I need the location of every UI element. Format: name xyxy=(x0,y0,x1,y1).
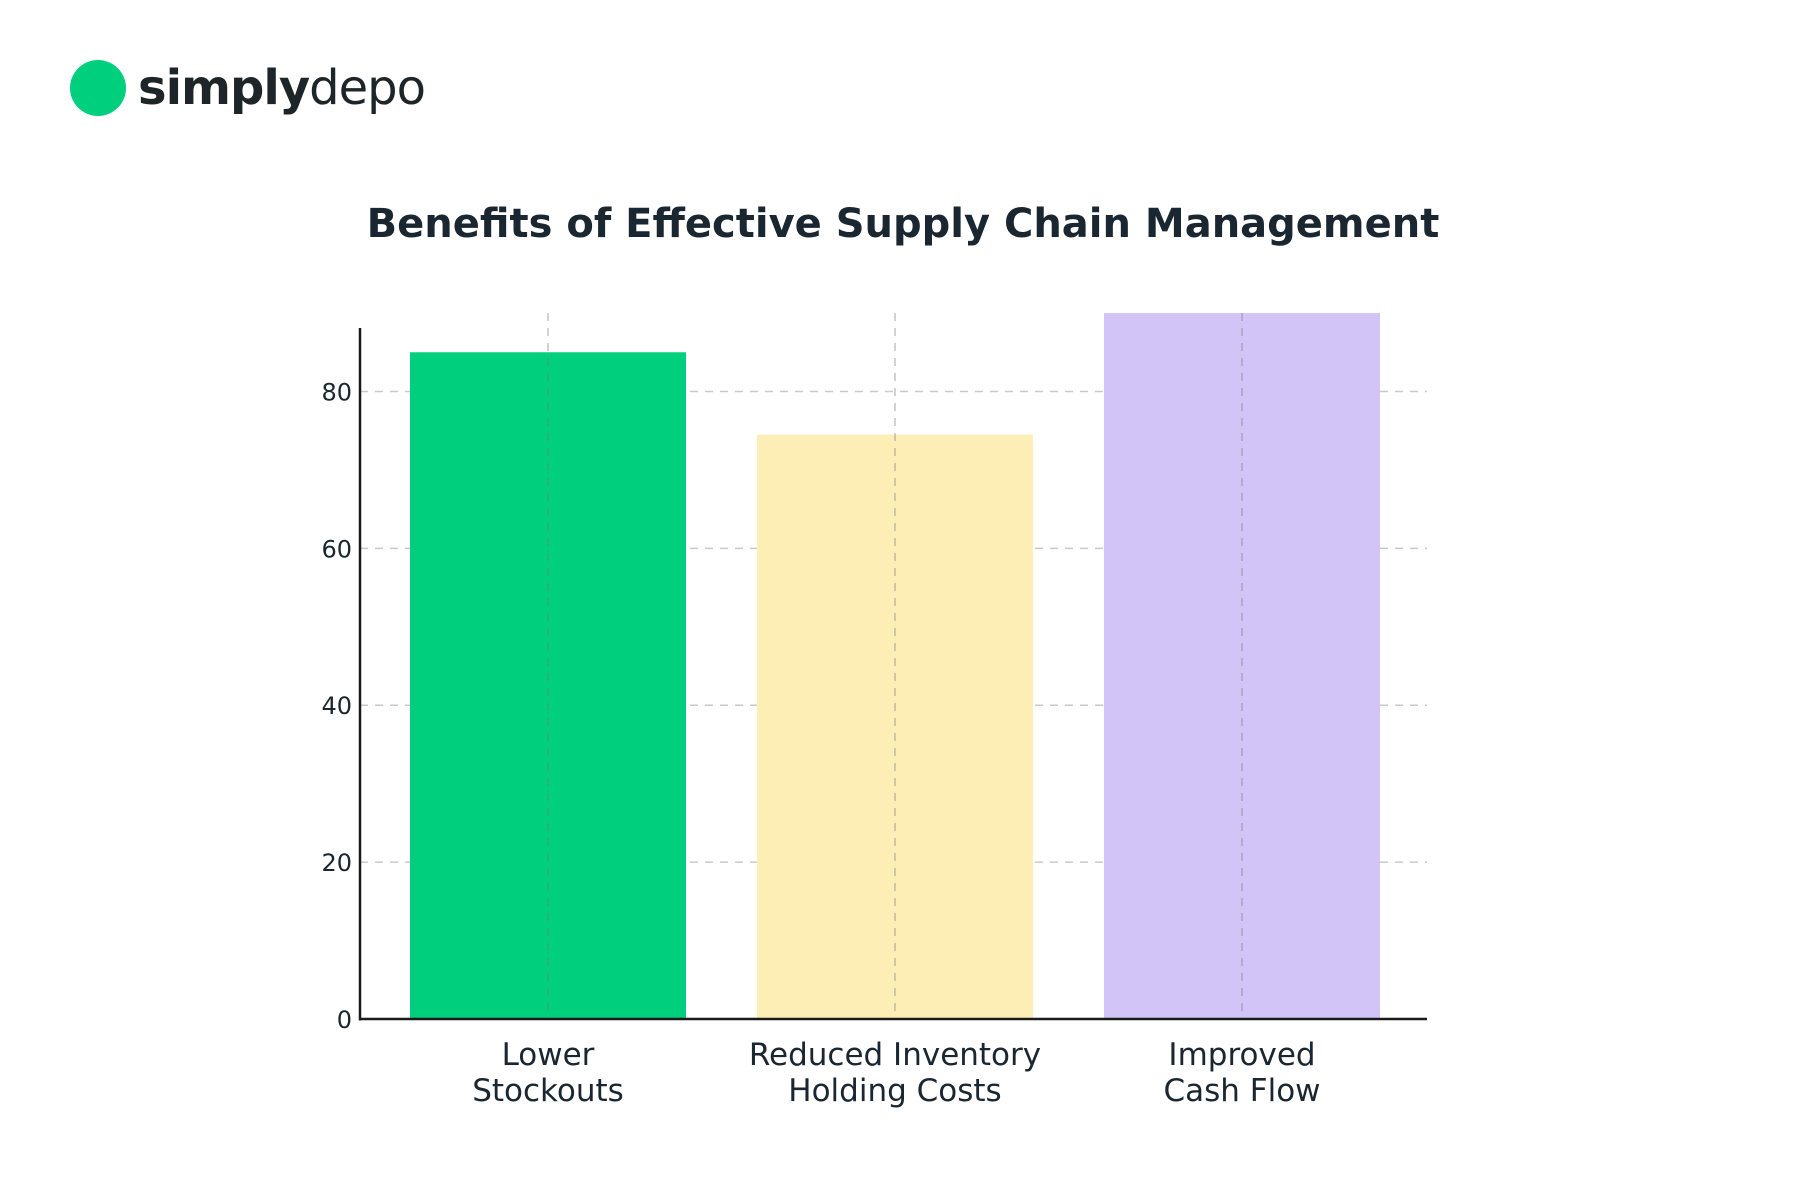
brand-dot-icon xyxy=(70,60,126,116)
brand-name-bold: simply xyxy=(138,60,310,116)
y-tick-label-40: 40 xyxy=(321,692,352,720)
chart-title: Benefits of Effective Supply Chain Manag… xyxy=(367,201,1440,247)
brand-wordmark: simplydepo xyxy=(138,64,426,112)
y-tick-label-0: 0 xyxy=(337,1006,352,1034)
x-category-label-1-line-1: Holding Costs xyxy=(788,1073,1001,1109)
bar-1 xyxy=(757,434,1033,1019)
bar-0 xyxy=(410,352,686,1019)
y-tick-label-20: 20 xyxy=(321,849,352,877)
y-tick-label-80: 80 xyxy=(321,378,352,406)
vertical-grid-layer xyxy=(547,313,1243,1019)
x-category-label-2-line-1: Cash Flow xyxy=(1163,1073,1320,1109)
axis-layer xyxy=(358,328,1427,1021)
x-category-label-0-line-1: Stockouts xyxy=(472,1073,624,1109)
x-category-label-1-line-0: Reduced Inventory xyxy=(749,1037,1041,1073)
brand-name-light: depo xyxy=(309,60,426,116)
y-tick-labels: 0 20 40 60 80 xyxy=(321,378,352,1034)
brand-logo: simplydepo xyxy=(70,58,426,118)
bar-layer xyxy=(410,313,1380,1019)
y-tick-label-60: 60 xyxy=(321,535,352,563)
bar-2 xyxy=(1104,313,1380,1019)
x-category-label-0-line-0: Lower xyxy=(502,1037,595,1073)
x-category-label-2-line-0: Improved xyxy=(1168,1037,1315,1073)
